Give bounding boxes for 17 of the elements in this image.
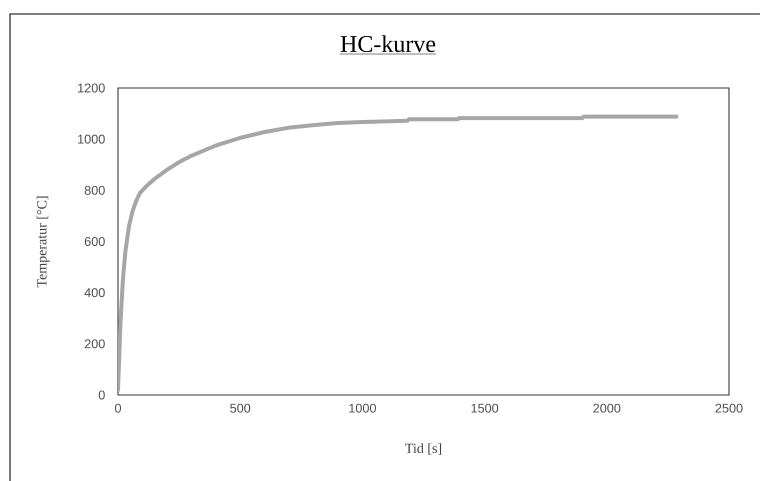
y-tick-label: 800 [84, 186, 105, 195]
y-tick-label: 200 [84, 339, 105, 348]
chart-title: HC-kurve [340, 35, 436, 52]
x-axis-title: Tid [s] [405, 443, 442, 455]
x-tick-label: 500 [230, 404, 250, 413]
y-tick-label: 1000 [78, 134, 105, 144]
x-tick-label: 2500 [716, 404, 743, 413]
x-tick-label: 2000 [593, 404, 620, 413]
y-axis-title: Temperatur [°C] [36, 196, 50, 288]
x-tick-label: 0 [114, 404, 122, 413]
y-tick-label: 1200 [78, 84, 105, 92]
y-tick-label: 400 [84, 288, 105, 298]
x-tick-label: 1000 [349, 404, 376, 413]
y-tick-label: 0 [98, 390, 105, 400]
x-tick-label: 1500 [471, 404, 498, 413]
y-tick-label: 600 [84, 237, 105, 246]
line-series [118, 114, 678, 392]
